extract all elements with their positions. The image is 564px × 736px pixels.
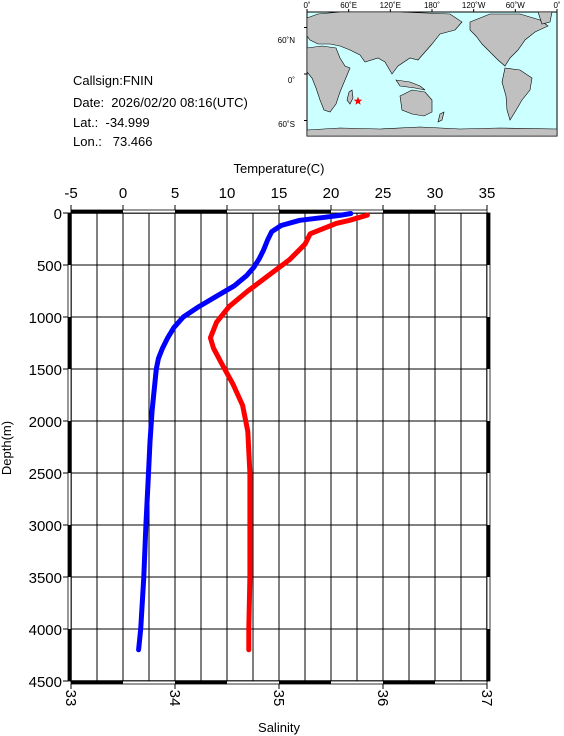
map-land xyxy=(306,11,558,137)
map-lat-label: 60˚S xyxy=(278,120,295,129)
map-lat-label: 0˚ xyxy=(288,76,295,85)
frame-checker xyxy=(68,629,71,681)
longitude-text: Lon.: 73.466 xyxy=(73,134,153,149)
map-tick-marks xyxy=(304,9,558,121)
frame-checker xyxy=(383,681,435,684)
land-antarctica xyxy=(306,126,558,137)
temperature-series-line xyxy=(136,211,354,653)
frame-checker xyxy=(175,681,227,684)
frame-checker xyxy=(383,210,435,213)
depth-tick-label: 1000 xyxy=(29,310,62,327)
temperature-tick-label: 10 xyxy=(219,185,236,202)
frame-checker xyxy=(71,681,123,684)
map-tick-labels: 0˚ 60˚E 120˚E 180˚ 120˚W 60˚W 0˚ 60˚N 0˚… xyxy=(278,1,561,129)
land-africa xyxy=(306,45,351,113)
salinity-tick-label: 36 xyxy=(374,690,391,707)
depth-tick-label: 4500 xyxy=(29,674,62,691)
depth-tick-label: 3000 xyxy=(29,518,62,535)
land-greenland xyxy=(537,11,553,25)
profile-chart: -5 0 5 10 15 20 25 30 35 33 34 35 36 37 050010001500… xyxy=(0,161,495,735)
salinity-series-line xyxy=(207,212,370,653)
depth-axis-title: Depth(m) xyxy=(0,421,14,475)
temperature-tick-label: 0 xyxy=(119,185,127,202)
temperature-tick-label: 30 xyxy=(427,185,444,202)
salinity-tick-label: 33 xyxy=(62,690,79,707)
location-map: 0˚ 60˚E 120˚E 180˚ 120˚W 60˚W 0˚ 60˚N 0˚… xyxy=(278,1,561,137)
callsign-text: Callsign:FNIN xyxy=(73,73,154,88)
map-lon-label: 60˚W xyxy=(506,1,526,10)
frame-checker xyxy=(487,317,490,369)
depth-tick-label: 2500 xyxy=(29,466,62,483)
land-indonesia xyxy=(395,79,426,91)
land-madagascar xyxy=(346,89,354,105)
salinity-tick-label: 37 xyxy=(478,690,495,707)
plot-frame xyxy=(67,209,491,685)
salinity-tick-labels: 33 34 35 36 37 xyxy=(62,690,495,707)
map-lon-label: 120˚E xyxy=(380,1,401,10)
depth-tick-label: 3500 xyxy=(29,570,62,587)
land-new-zealand xyxy=(437,111,445,123)
series-layer xyxy=(136,211,370,653)
map-lon-label: 60˚E xyxy=(340,1,357,10)
land-south-america xyxy=(501,67,533,121)
temperature-tick-label: 20 xyxy=(323,185,340,202)
frame-checker xyxy=(71,210,123,213)
map-lon-label: 180˚ xyxy=(424,1,440,10)
depth-tick-label: 0 xyxy=(54,206,62,223)
date-text: Date: 2026/02/20 08:16(UTC) xyxy=(73,95,248,110)
frame-checker xyxy=(487,629,490,681)
depth-tick-label: 1500 xyxy=(29,362,62,379)
depth-tick-labels: 0 500 1000 1500 2000 2500 3000 3500 4000 4500 xyxy=(29,206,62,691)
temperature-tick-label: 5 xyxy=(171,185,179,202)
temperature-tick-labels: -5 0 5 10 15 20 25 30 35 xyxy=(64,185,495,202)
frame-checker xyxy=(279,681,331,684)
map-lat-label: 60˚N xyxy=(278,36,296,45)
temperature-axis-title: Temperature(C) xyxy=(233,161,324,176)
latitude-text: Lat.: -34.999 xyxy=(73,115,150,130)
frame-checker xyxy=(68,421,71,473)
depth-tick-label: 2000 xyxy=(29,414,62,431)
frame-checker xyxy=(175,210,227,213)
frame-checker xyxy=(68,525,71,577)
frame-checker xyxy=(68,213,71,265)
temperature-tick-label: 25 xyxy=(375,185,392,202)
temperature-tick-label: 35 xyxy=(479,185,496,202)
frame-checker xyxy=(487,213,490,265)
land-australia xyxy=(399,89,433,117)
frame-checker xyxy=(487,421,490,473)
tick-marks xyxy=(63,205,488,689)
map-lon-label: 0˚ xyxy=(303,1,310,10)
frame-checker xyxy=(68,317,71,369)
salinity-axis-title: Salinity xyxy=(258,720,300,735)
map-lon-label: 0˚ xyxy=(553,1,560,10)
frame-checker xyxy=(279,210,331,213)
land-eurasia xyxy=(306,11,463,75)
temperature-tick-label: 15 xyxy=(271,185,288,202)
salinity-tick-label: 34 xyxy=(166,690,183,707)
station-marker-icon xyxy=(353,96,363,105)
frame-checker xyxy=(487,525,490,577)
depth-tick-label: 4000 xyxy=(29,622,62,639)
depth-tick-label: 500 xyxy=(37,258,62,275)
salinity-tick-label: 35 xyxy=(270,690,287,707)
temperature-tick-label: -5 xyxy=(64,185,77,202)
map-lon-label: 120˚W xyxy=(462,1,486,10)
land-north-america xyxy=(469,13,549,67)
